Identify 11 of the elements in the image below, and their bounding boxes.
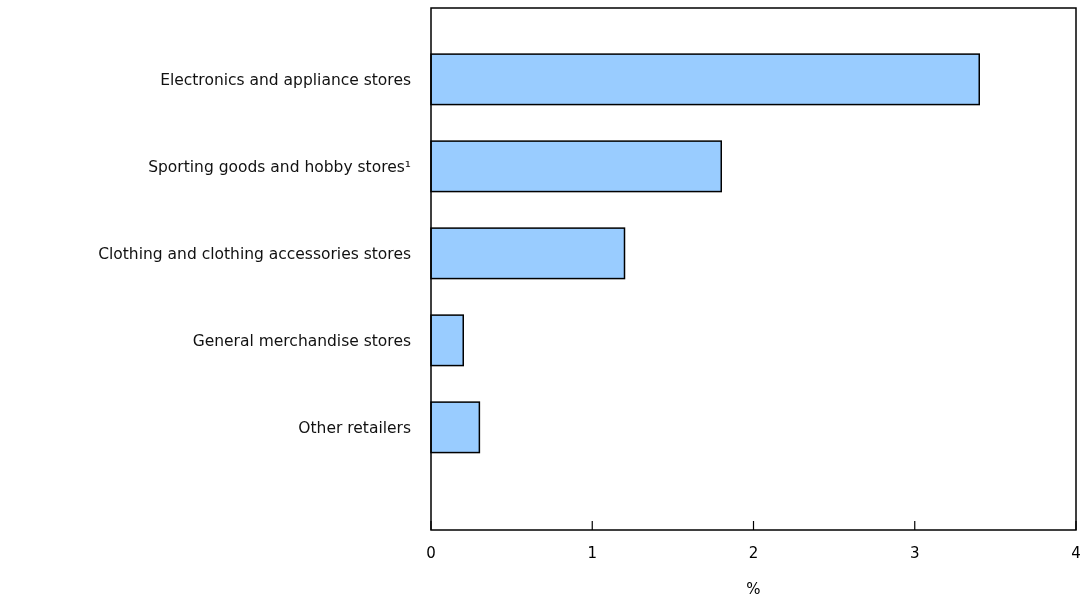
x-tick-label: 0 — [426, 544, 436, 562]
x-tick-label: 3 — [909, 544, 920, 562]
y-tick-label: Electronics and appliance stores — [160, 70, 411, 89]
y-tick-label: Clothing and clothing accessories stores — [98, 244, 411, 263]
x-tick-label: 2 — [748, 544, 759, 562]
y-tick-label: Other retailers — [298, 418, 411, 437]
y-tick-label: General merchandise stores — [192, 331, 411, 350]
y-tick-label: Sporting goods and hobby stores¹ — [148, 157, 411, 176]
x-tick-label: 4 — [1071, 544, 1081, 562]
x-axis-title: % — [746, 580, 761, 598]
x-tick-label: 1 — [587, 544, 598, 562]
